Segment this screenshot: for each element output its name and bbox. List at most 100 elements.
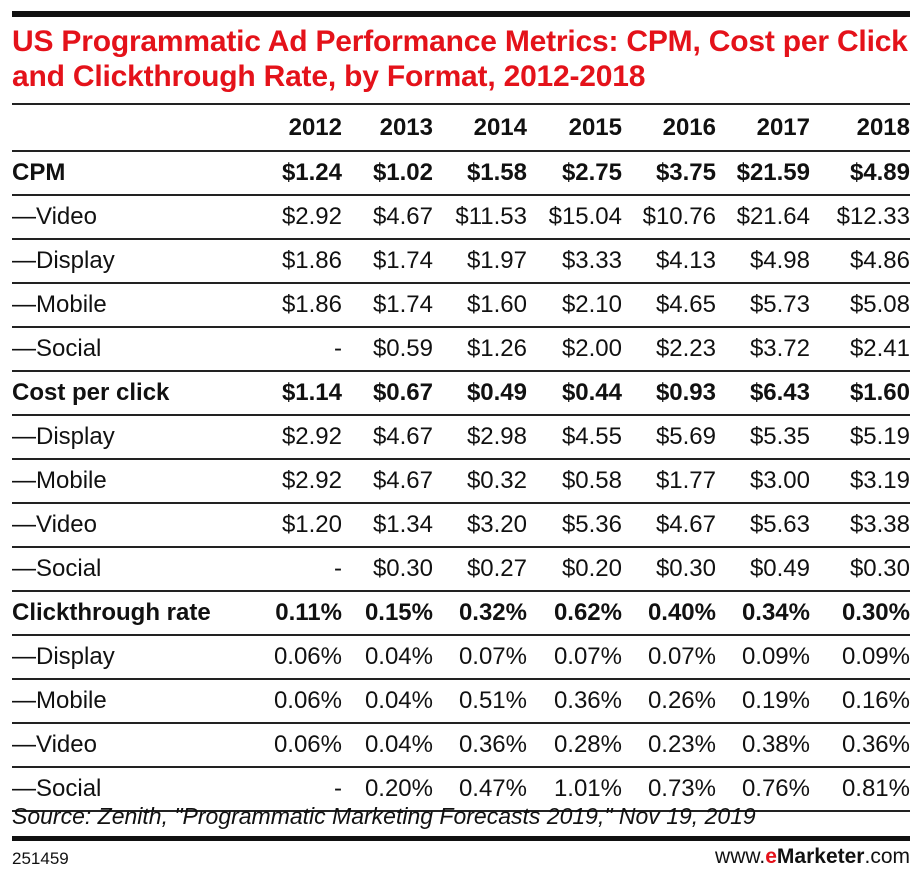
brand-logo: www.eMarketer.com	[715, 845, 910, 868]
table-cell: $2.41	[810, 327, 910, 372]
table-cell: 0.30%	[810, 591, 910, 636]
header-blank	[12, 103, 260, 152]
row-label: CPM	[12, 151, 260, 196]
column-header: 2016	[622, 103, 716, 152]
chart-title: US Programmatic Ad Performance Metrics: …	[12, 25, 908, 93]
table-cell: $4.67	[342, 195, 433, 240]
table-cell: $2.75	[527, 151, 622, 196]
table-cell: $2.10	[527, 283, 622, 328]
table-cell: $15.04	[527, 195, 622, 240]
table-cell: $0.67	[342, 371, 433, 416]
column-header: 2015	[527, 103, 622, 152]
table-cell: 0.09%	[716, 635, 810, 680]
table-cell: $4.55	[527, 415, 622, 460]
row-label: —Mobile	[12, 283, 260, 328]
table-cell: 0.34%	[716, 591, 810, 636]
table-cell: 1.01%	[527, 767, 622, 812]
table-cell: 0.04%	[342, 679, 433, 724]
column-header: 2013	[342, 103, 433, 152]
table-cell: $0.49	[433, 371, 527, 416]
table-cell: $21.64	[716, 195, 810, 240]
top-rule	[12, 11, 910, 17]
table-cell: $0.44	[527, 371, 622, 416]
table-cell: 0.47%	[433, 767, 527, 812]
row-label: —Mobile	[12, 679, 260, 724]
source-note: Source: Zenith, "Programmatic Marketing …	[12, 803, 756, 829]
bottom-rule	[12, 836, 910, 841]
table-cell: $0.93	[622, 371, 716, 416]
table-cell: 0.36%	[433, 723, 527, 768]
table-cell: $3.33	[527, 239, 622, 284]
table-row: —Display 0.06% 0.04% 0.07% 0.07% 0.07% 0.09% 0.…	[12, 635, 910, 680]
table-cell: 0.19%	[716, 679, 810, 724]
table-cell: $5.69	[622, 415, 716, 460]
table-cell: $4.13	[622, 239, 716, 284]
table-cell: 0.09%	[810, 635, 910, 680]
table-row: —Display $1.86 $1.74 $1.97 $3.33 $4.13 $4.98 $4…	[12, 239, 910, 284]
row-label: —Social	[12, 767, 260, 812]
table-cell: $4.67	[342, 459, 433, 504]
table-cell: 0.36%	[527, 679, 622, 724]
table-cell: $11.53	[433, 195, 527, 240]
chart-id: 251459	[12, 849, 69, 868]
table-cell: $1.20	[260, 503, 342, 548]
table-cell: $10.76	[622, 195, 716, 240]
table-cell: $3.72	[716, 327, 810, 372]
row-label: —Display	[12, 415, 260, 460]
table-cell: $2.98	[433, 415, 527, 460]
table-cell: $1.74	[342, 283, 433, 328]
table-cell: 0.07%	[622, 635, 716, 680]
table-cell: 0.36%	[810, 723, 910, 768]
table-cell: $3.19	[810, 459, 910, 504]
table-cell: $0.59	[342, 327, 433, 372]
table-cell: $0.32	[433, 459, 527, 504]
table-row: —Social - $0.30 $0.27 $0.20 $0.30 $0.49 $0.30	[12, 547, 910, 592]
table-row: —Video $1.20 $1.34 $3.20 $5.36 $4.67 $5.63 $3.3…	[12, 503, 910, 548]
table-cell: 0.06%	[260, 635, 342, 680]
table-cell: 0.04%	[342, 723, 433, 768]
table-cell: $0.30	[810, 547, 910, 592]
table-cell: $1.60	[810, 371, 910, 416]
table-cell: $1.14	[260, 371, 342, 416]
row-label: —Video	[12, 503, 260, 548]
table-cell: $1.86	[260, 283, 342, 328]
data-table: 2012 2013 2014 2015 2016 2017 2018 CPM $1.24 $1.…	[12, 103, 910, 812]
table-cell: $1.24	[260, 151, 342, 196]
table-cell: $21.59	[716, 151, 810, 196]
table-cell: $0.49	[716, 547, 810, 592]
table-cell: $0.27	[433, 547, 527, 592]
column-header: 2017	[716, 103, 810, 152]
table-cell: $2.92	[260, 195, 342, 240]
table-cell: $0.58	[527, 459, 622, 504]
table-cell: $1.60	[433, 283, 527, 328]
table-row: —Video $2.92 $4.67 $11.53 $15.04 $10.76 $21.64…	[12, 195, 910, 240]
table-cell: $1.34	[342, 503, 433, 548]
table-cell: 0.04%	[342, 635, 433, 680]
table-cell: -	[260, 327, 342, 372]
table-cell: $4.65	[622, 283, 716, 328]
table-cell: 0.40%	[622, 591, 716, 636]
table-row: —Social - $0.59 $1.26 $2.00 $2.23 $3.72 $2.41	[12, 327, 910, 372]
table-cell: 0.28%	[527, 723, 622, 768]
table-cell: 0.11%	[260, 591, 342, 636]
table-cell: $3.38	[810, 503, 910, 548]
table-cell: 0.06%	[260, 723, 342, 768]
column-header: 2018	[810, 103, 910, 152]
table-cell: $4.67	[622, 503, 716, 548]
table-cell: $5.08	[810, 283, 910, 328]
table-cell: $3.75	[622, 151, 716, 196]
table-cell: $5.19	[810, 415, 910, 460]
table-cell: $3.00	[716, 459, 810, 504]
table-cell: $5.36	[527, 503, 622, 548]
table-cell: $5.35	[716, 415, 810, 460]
table-cell: $0.30	[622, 547, 716, 592]
table-cell: 0.07%	[527, 635, 622, 680]
table-cell: $2.92	[260, 415, 342, 460]
row-label: —Video	[12, 723, 260, 768]
table-row: CPM $1.24 $1.02 $1.58 $2.75 $3.75 $21.59 $4.89	[12, 151, 910, 196]
table-row: —Mobile $1.86 $1.74 $1.60 $2.10 $4.65 $5.73 $5.…	[12, 283, 910, 328]
table-cell: 0.23%	[622, 723, 716, 768]
table-cell: 0.15%	[342, 591, 433, 636]
header-row: 2012 2013 2014 2015 2016 2017 2018	[12, 103, 910, 152]
table-cell: $4.89	[810, 151, 910, 196]
